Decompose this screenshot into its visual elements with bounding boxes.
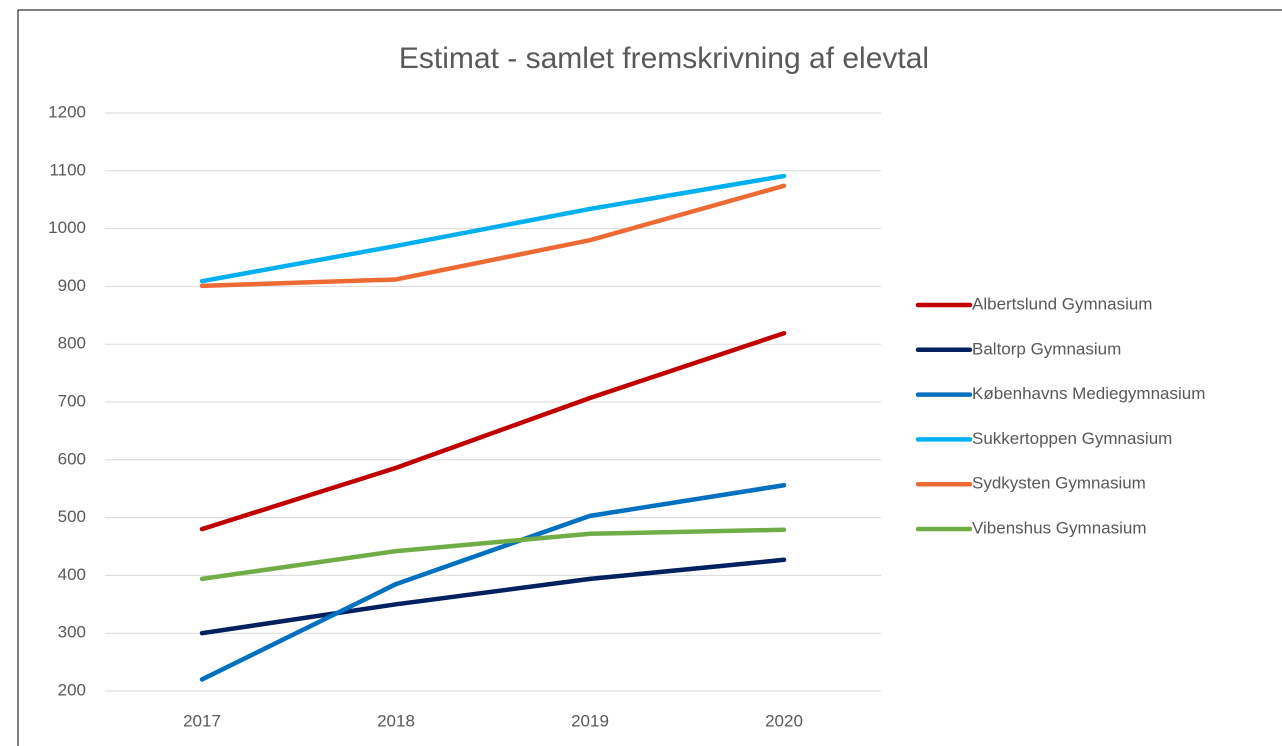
series-line <box>199 173 787 284</box>
legend-label: Københavns Mediegymnasium <box>972 384 1205 403</box>
y-tick-label: 1000 <box>48 218 86 237</box>
x-tick-label: 2020 <box>765 711 803 730</box>
series-line <box>199 482 787 682</box>
y-tick-label: 200 <box>58 680 86 699</box>
x-tick-label: 2019 <box>571 711 609 730</box>
y-tick-label: 700 <box>58 391 86 410</box>
y-tick-label: 900 <box>58 276 86 295</box>
legend-label: Vibenshus Gymnasium <box>972 518 1147 537</box>
y-tick-label: 1200 <box>48 102 86 121</box>
legend-label: Sydkysten Gymnasium <box>972 474 1146 493</box>
series-line <box>199 330 787 532</box>
legend-label: Albertslund Gymnasium <box>972 294 1152 313</box>
series-line <box>199 557 787 636</box>
legend-label: Baltorp Gymnasium <box>972 339 1121 358</box>
x-tick-label: 2017 <box>183 711 221 730</box>
y-tick-label: 300 <box>58 623 86 642</box>
y-tick-label: 1100 <box>49 160 86 179</box>
y-tick-label: 800 <box>58 334 86 353</box>
x-tick-label: 2018 <box>377 711 415 730</box>
series-line <box>199 527 787 582</box>
series-line <box>199 183 787 289</box>
chart-title: Estimat - samlet fremskrivning af elevta… <box>399 42 929 75</box>
chart-border <box>17 9 1282 746</box>
y-tick-label: 600 <box>58 449 86 468</box>
legend-label: Sukkertoppen Gymnasium <box>972 429 1172 448</box>
y-tick-label: 400 <box>58 565 86 584</box>
y-tick-label: 500 <box>58 507 86 526</box>
